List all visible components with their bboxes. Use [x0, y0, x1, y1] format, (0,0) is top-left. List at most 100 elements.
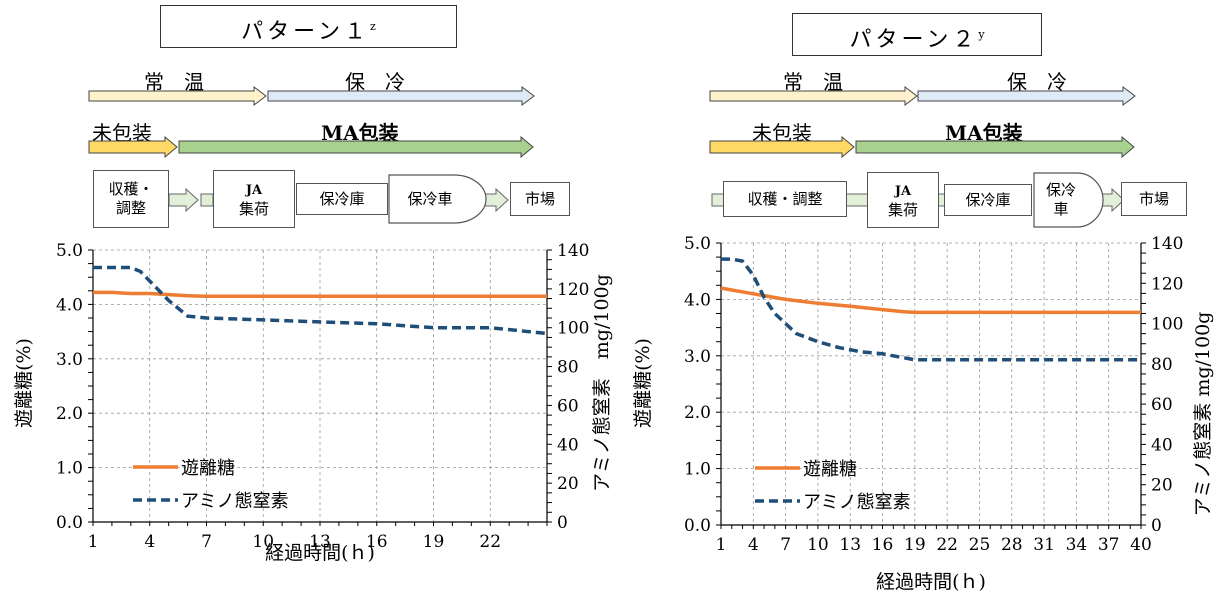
pattern-1-title: パターン１z	[160, 5, 457, 48]
p1-ja-line1: JA	[245, 182, 263, 198]
p2-unpacked-arrow	[709, 136, 855, 158]
p2-cold-storage-label: 保冷庫	[965, 190, 1011, 209]
p2-cold-label: 保 冷	[1007, 70, 1067, 94]
y2-tick-label: 140	[557, 241, 589, 261]
x-tick-label: 13	[309, 532, 331, 552]
pattern-1-title-text: パターン１	[241, 19, 371, 45]
y-tick-label: 5.0	[56, 241, 83, 261]
series-line-sugar	[720, 286, 1141, 315]
pattern-1-title-sup: z	[370, 20, 376, 33]
y2-tick-label: 120	[557, 280, 589, 300]
p2-reefer-line2: 車	[1053, 200, 1069, 218]
x-tick-label: 34	[1066, 535, 1088, 555]
series-line-sugar	[93, 290, 547, 298]
y-tick-label: 1.0	[684, 460, 711, 480]
x-axis-label: 経過時間(ｈ)	[265, 542, 375, 564]
y2-tick-label: 40	[557, 435, 579, 455]
y-tick-label: 1.0	[56, 459, 83, 479]
x-tick-label: 1	[88, 532, 99, 552]
y2-axis-label: アミノ態窒素 mg/100g	[591, 274, 613, 492]
p1-cold-storage-box: 保冷庫	[296, 183, 388, 215]
x-tick-label: 1	[716, 535, 727, 555]
x-tick-label: 22	[479, 532, 501, 552]
x-tick-label: 19	[904, 535, 926, 555]
x-tick-label: 4	[748, 535, 759, 555]
p2-room-temp-label: 常 温	[783, 70, 843, 94]
p1-market-label: 市場	[524, 189, 555, 208]
p2-reefer-shape	[1033, 172, 1104, 228]
p2-harvest-box: 収穫・調整	[723, 181, 847, 217]
y-tick-label: 3.0	[56, 350, 83, 370]
y2-tick-label: 80	[1151, 355, 1173, 375]
y2-tick-label: 140	[1151, 234, 1183, 254]
p2-reefer-text: 保冷車	[1035, 174, 1087, 226]
x-axis-label: 経過時間(ｈ)	[876, 571, 986, 593]
x-tick-label: 16	[872, 535, 894, 555]
y-axis-label: 遊離糖(%)	[13, 338, 35, 428]
y-tick-label: 3.0	[684, 347, 711, 367]
y2-tick-label: 40	[1151, 435, 1173, 455]
p1-reefer-shape	[388, 174, 487, 224]
y2-tick-label: 80	[557, 358, 579, 378]
p2-ja-line1: JA	[894, 183, 912, 199]
p1-cold-storage-label: 保冷庫	[319, 189, 365, 208]
y2-tick-label: 20	[1151, 476, 1173, 496]
y-tick-label: 2.0	[56, 404, 83, 424]
p1-ja-line2: 集荷	[238, 199, 269, 218]
x-tick-label: 31	[1033, 535, 1055, 555]
legend-label-sugar: 遊離糖	[803, 459, 857, 480]
y2-tick-label: 120	[1151, 274, 1183, 294]
pattern-2-title: パターン２y	[792, 13, 1042, 56]
legend-label-amino: アミノ態窒素	[181, 491, 289, 512]
series-line-amino	[721, 257, 1141, 362]
y-tick-label: 5.0	[684, 234, 711, 254]
x-tick-label: 25	[969, 535, 991, 555]
y2-tick-label: 20	[557, 474, 579, 494]
legend-label-sugar: 遊離糖	[181, 458, 235, 479]
p2-cold-arrow	[917, 86, 1136, 106]
p1-ja-box: JA 集荷	[213, 170, 295, 228]
y2-tick-label: 60	[557, 396, 579, 416]
pattern-2-title-sup: y	[978, 28, 985, 41]
p1-cold-label: 保 冷	[345, 70, 405, 94]
y2-tick-label: 100	[1151, 315, 1183, 335]
p2-ja-box: JA 集荷	[867, 172, 939, 228]
p2-cold-storage-box: 保冷庫	[944, 184, 1032, 216]
p1-flow-connector-1	[168, 188, 199, 212]
x-tick-label: 22	[936, 535, 958, 555]
p2-harvest-line1: 収穫・調整	[747, 189, 823, 208]
p1-cold-arrow	[267, 86, 535, 106]
p1-reefer-text: 保冷車	[390, 176, 470, 222]
chart-pattern-2: 1 4 7 10 13 16 19 22 25 28 31 34 37 40 0.0 1.0 2.0 3.0 4.0…	[632, 234, 1214, 593]
x-tick-label: 40	[1130, 535, 1152, 555]
y-tick-label: 4.0	[684, 290, 711, 310]
p2-room-temp-arrow	[709, 86, 918, 106]
x-tick-label: 13	[839, 535, 861, 555]
p2-market-box: 市場	[1121, 182, 1187, 216]
p1-harvest-line2: 調整	[115, 199, 146, 217]
p2-market-label: 市場	[1138, 189, 1169, 208]
y-tick-label: 4.0	[56, 295, 83, 315]
x-tick-label: 7	[201, 532, 212, 552]
x-tick-label: 28	[1001, 535, 1023, 555]
p1-ma-arrow	[178, 136, 534, 158]
x-tick-label: 10	[807, 535, 829, 555]
p2-reefer-line1: 保冷	[1045, 181, 1076, 199]
p2-ma-arrow	[855, 136, 1135, 158]
pattern-2-title-text: パターン２	[849, 27, 979, 53]
p1-harvest-line1: 収穫・	[108, 180, 154, 198]
p1-market-box: 市場	[510, 182, 570, 216]
panel-pattern-1: パターン１z 常 温 保 冷 未包装 MA包装 収穫・ 調整 JA 集荷 保冷庫 保…	[0, 0, 615, 594]
x-tick-label: 37	[1098, 535, 1120, 555]
p1-harvest-box: 収穫・ 調整	[93, 170, 169, 228]
p2-ja-line2: 集荷	[887, 200, 918, 219]
p1-room-temp-label: 常 温	[144, 70, 204, 94]
p1-room-temp-arrow	[88, 86, 267, 106]
p1-reefer-label: 保冷車	[407, 189, 453, 208]
y-tick-label: 0.0	[56, 513, 83, 533]
y-tick-label: 2.0	[684, 403, 711, 423]
x-tick-label: 16	[366, 532, 388, 552]
x-tick-label: 19	[423, 532, 445, 552]
chart-pattern-1: 1 4 7 10 13 16 19 22 0.0 1.0 2.0 3.0 4.0 5.0 0 20 40 60 80…	[13, 241, 613, 564]
x-tick-label: 10	[252, 532, 274, 552]
